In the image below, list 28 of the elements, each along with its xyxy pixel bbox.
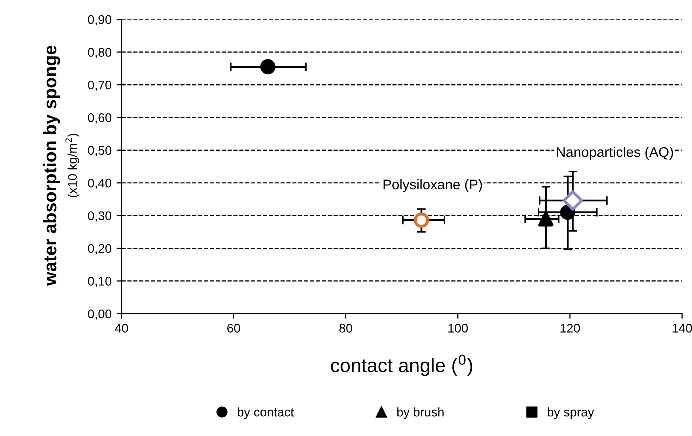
x-tick-label: 100 [448, 324, 468, 333]
y-tick-label: 0,00 [88, 310, 112, 320]
y-tick-label: 0,10 [88, 277, 112, 288]
legend-label: by spray [548, 408, 594, 420]
x-tick-label: 80 [340, 324, 352, 333]
legend-label: by brush [398, 408, 444, 420]
y-axis-title: water absorption by sponge (x10 kg/m$^{2}$) [43, 46, 80, 286]
point [560, 204, 576, 220]
x-tick-label: 60 [228, 324, 240, 333]
y-tick-label: 0,30 [88, 212, 112, 222]
y-tick-label: 0,50 [88, 146, 112, 157]
point [414, 212, 430, 228]
point [260, 59, 276, 75]
x-axis-title: contact angle ($^{0}$) [331, 354, 472, 376]
y-tick-label: 0,90 [88, 15, 112, 26]
annotation: Nanoparticles (AQ) [557, 147, 674, 160]
y-tick-label: 0,60 [88, 114, 112, 124]
x-tick-label: 140 [672, 324, 692, 333]
point [562, 190, 584, 211]
point [538, 211, 554, 227]
y-tick-label: 0,70 [88, 80, 112, 92]
y-tick-label: 0,40 [88, 178, 112, 190]
legend-label: by contact [238, 408, 294, 420]
x-tick-label: 40 [115, 324, 128, 333]
y-tick-label: 0,20 [88, 244, 112, 255]
y-tick-label: 0,80 [88, 48, 112, 58]
x-tick-label: 120 [560, 324, 580, 333]
annotation: Polysiloxane (P) [384, 179, 482, 192]
